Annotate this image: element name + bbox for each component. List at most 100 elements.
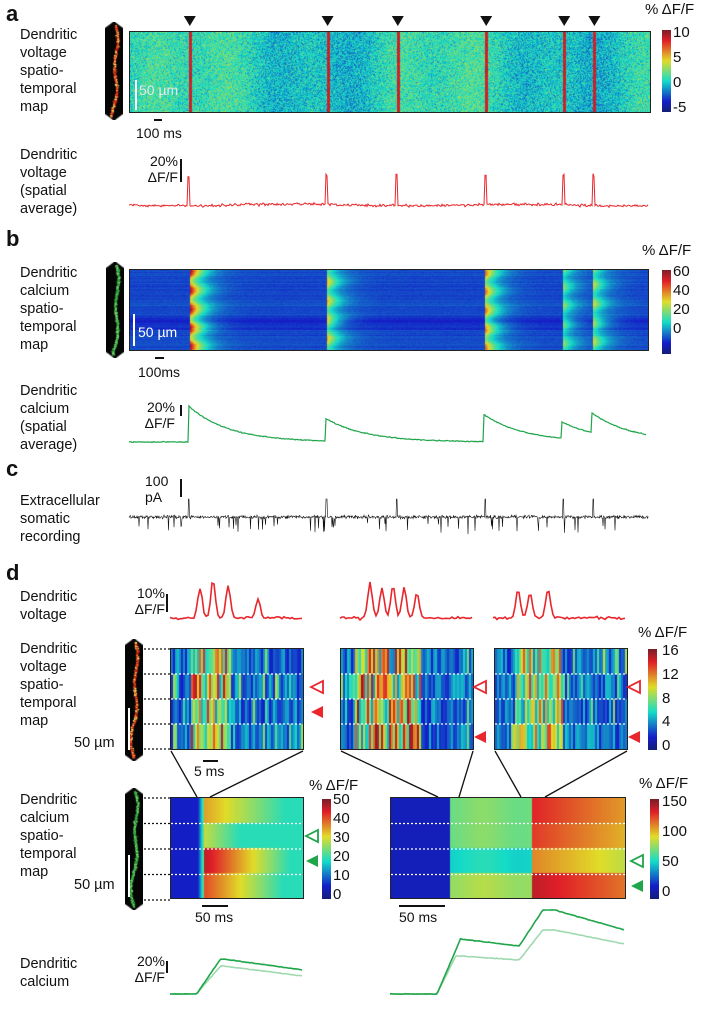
d-space-scalebar-ca-label: 50 µm (74, 877, 115, 893)
spike-marker-icon (558, 16, 571, 26)
d-calcium-colorbar-1 (322, 799, 331, 899)
voltage-spatiotemporal-heatmap (129, 31, 651, 113)
calcium-trace-label: Dendritic calcium (spatial average) (20, 383, 78, 453)
amp-scalebar-a-label: 20% ΔF/F (147, 153, 178, 185)
space-scalebar-a-label: 50 µm (139, 82, 179, 98)
d-calcium-colorbar2-title: % ΔF/F (639, 775, 689, 792)
d-calcium-colorbar-1-tick: 40 (333, 810, 350, 827)
d-calcium-trace-2-light (390, 928, 625, 996)
d-calcium-time-scalebar-2-label: 50 ms (399, 909, 438, 925)
d-voltage-label: Dendritic voltage (20, 589, 78, 623)
d-calcium-label: Dendritic calcium (20, 956, 78, 990)
colorbar-a-tick: 5 (673, 49, 682, 66)
colorbar-b-tick: 0 (673, 320, 682, 337)
voltage-trace-line (128, 172, 649, 209)
panel-d-label: d (6, 560, 20, 585)
amp-scalebar-a (180, 159, 182, 182)
d-calcium-time-scalebar-1 (202, 905, 228, 907)
amp-scalebar-b (180, 405, 182, 416)
time-scalebar-a-label: 100 ms (136, 125, 182, 141)
zoom-guide-line (458, 750, 474, 798)
d-calcium-colorbar1-title: % ΔF/F (309, 777, 359, 794)
extracellular-trace (128, 498, 649, 535)
filled-marker-icon (628, 731, 640, 743)
time-scalebar-b (155, 357, 164, 359)
d-calcium-heatmap-1 (170, 797, 304, 899)
zoom-guide-line (544, 750, 628, 798)
voltage-map-label: Dendritic voltage spatio- temporal map (20, 27, 78, 115)
d-voltage-map-label: Dendritic voltage spatio- temporal map (20, 641, 78, 729)
colorbar-b-tick: 40 (673, 282, 690, 299)
d-space-scalebar-v-label: 50 µm (74, 735, 115, 751)
d-calcium-colorbar-2-tick: 100 (662, 823, 688, 840)
space-scalebar-b-label: 50 µm (138, 324, 178, 340)
colorbar-b-tick: 20 (673, 301, 690, 318)
d-voltage-traces (169, 581, 626, 622)
voltage-average-trace (128, 172, 649, 209)
d-voltage-amp-scalebar (166, 594, 168, 612)
amp-scalebar-b-label: 20% ΔF/F (144, 399, 175, 431)
filled-marker-icon (306, 855, 318, 867)
d-voltage-trace-2 (339, 581, 473, 622)
d-voltage-colorbar (648, 649, 657, 750)
d-calcium-trace-1-light (169, 965, 303, 996)
colorbar-a-tick: 0 (673, 74, 682, 91)
d-calcium-colorbar-2-tick: 50 (662, 853, 679, 870)
spike-marker-icon (391, 16, 404, 26)
colorbar-a-title: % ΔF/F (645, 1, 695, 18)
d-voltage-time-scalebar (203, 760, 218, 762)
d-voltage-trace-1 (169, 582, 303, 621)
d-calcium-map-label: Dendritic calcium spatio- temporal map (20, 792, 78, 880)
d-voltage-colorbar-title: % ΔF/F (638, 624, 688, 641)
d-voltage-colorbar-tick: 8 (662, 689, 671, 707)
d-calcium-traces (169, 908, 625, 996)
zoom-guide-line (340, 750, 439, 798)
calcium-trace-line (128, 404, 646, 444)
open-marker-icon (471, 679, 487, 695)
d-calcium-time-scalebar-2 (399, 905, 445, 907)
panel-c-label: c (6, 456, 19, 481)
time-scalebar-b-label: 100ms (138, 364, 181, 380)
filled-marker-icon (474, 731, 486, 743)
d-voltage-trace-3 (492, 590, 626, 621)
filled-marker-icon (631, 880, 643, 892)
space-scalebar-b (133, 314, 135, 346)
spike-marker-icon (480, 16, 493, 26)
panel-a-label: a (6, 1, 19, 26)
calcium-spatiotemporal-heatmap (129, 269, 649, 351)
d-voltage-colorbar-tick: 0 (662, 737, 671, 754)
space-scalebar-a (135, 80, 137, 110)
open-marker-icon (303, 828, 319, 844)
amp-scalebar-c-label: 100 pA (145, 473, 169, 505)
d-voltage-colorbar-tick: 4 (662, 713, 671, 731)
colorbar-a-tick: -5 (673, 99, 687, 116)
d-calcium-heatmap-2 (390, 797, 626, 899)
colorbar-a (662, 30, 671, 112)
zoom-guide-line (170, 750, 198, 798)
d-calcium-amp-scalebar-label: 20% ΔF/F (134, 953, 165, 985)
d-calcium-amp-scalebar (166, 961, 168, 973)
d-space-scalebar-v (128, 708, 130, 750)
time-scalebar-a (154, 119, 162, 121)
d-calcium-colorbar-1-tick: 20 (333, 848, 350, 865)
open-marker-icon (628, 853, 644, 869)
d-calcium-colorbar-2-tick: 150 (662, 793, 688, 810)
d-space-scalebar-ca (128, 855, 130, 897)
d-calcium-colorbar-1-tick: 0 (333, 886, 342, 903)
d-calcium-colorbar-1-tick: 50 (333, 791, 350, 808)
spike-marker-icon (321, 16, 334, 26)
d-calcium-colorbar-1-tick: 10 (333, 867, 350, 884)
colorbar-b (662, 270, 671, 354)
dendrite-image-calcium (106, 262, 124, 358)
filled-marker-icon (311, 706, 323, 718)
d-voltage-colorbar-tick: 16 (662, 642, 679, 659)
dendrite-image-voltage (105, 22, 123, 120)
d-voltage-time-scalebar-label: 5 ms (194, 763, 225, 779)
panel-b-label: b (6, 226, 20, 251)
calcium-average-trace (128, 404, 646, 444)
d-calcium-time-scalebar-1-label: 50 ms (195, 909, 234, 925)
zoom-guide-line (494, 750, 522, 798)
d-calcium-colorbar-2 (650, 799, 659, 899)
open-marker-icon (625, 679, 641, 695)
